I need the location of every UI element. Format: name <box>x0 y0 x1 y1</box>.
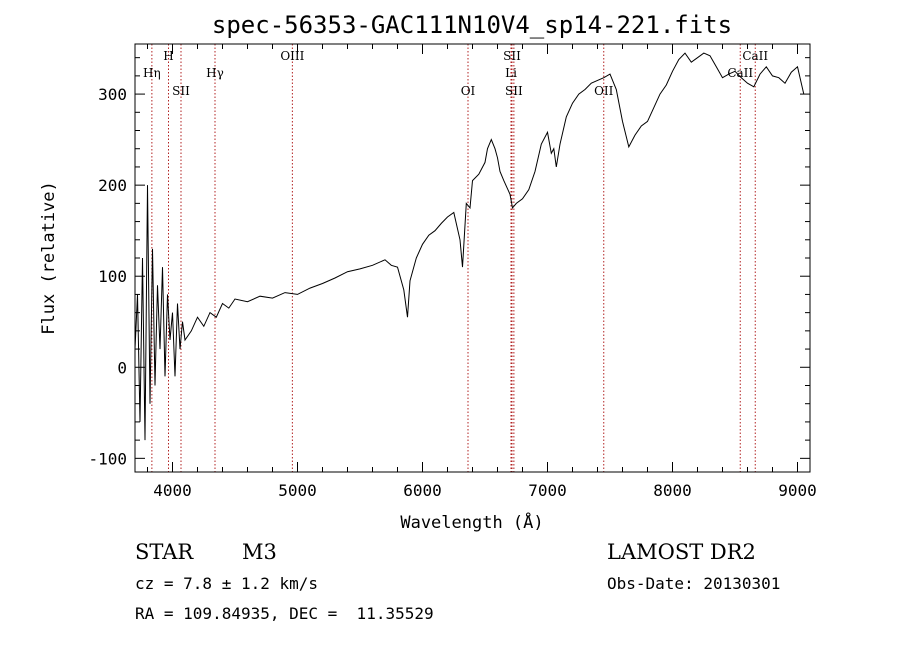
line-label: OI <box>461 84 476 98</box>
x-tick-label: 6000 <box>403 481 442 500</box>
x-tick-label: 9000 <box>778 481 817 500</box>
line-label: SII <box>505 84 523 98</box>
y-tick-label: 100 <box>98 267 127 286</box>
spectrum-series-line <box>134 52 805 441</box>
y-tick-label: 0 <box>117 358 127 377</box>
line-label: H <box>163 49 173 63</box>
spectral-line-labels: HηH SII Hγ OIII OI SII Li SII OII CaII CaII <box>143 49 768 98</box>
y-tick-label: 300 <box>98 85 127 104</box>
x-axis-ticks: 4000 5000 6000 7000 8000 9000 <box>147 44 817 500</box>
coordinates: RA = 109.84935, DEC = 11.35529 <box>135 604 434 623</box>
y-axis-ticks: -100 0 100 200 300 <box>88 57 810 468</box>
x-tick-label: 8000 <box>653 481 692 500</box>
plot-frame <box>134 43 811 473</box>
y-axis-label: Flux (relative) <box>39 181 59 335</box>
x-tick-label: 4000 <box>153 481 192 500</box>
y-tick-label: 200 <box>98 176 127 195</box>
survey-name: LAMOST DR2 <box>607 540 756 564</box>
y-tick-label: -100 <box>88 449 127 468</box>
line-label: Hγ <box>206 66 224 80</box>
obs-date: Obs-Date: 20130301 <box>607 574 781 593</box>
line-label: Li <box>505 66 517 80</box>
object-class: STAR <box>135 540 194 564</box>
x-axis-label: Wavelength (Å) <box>400 511 543 533</box>
redshift-text: cz = 7.8 ± 1.2 km/s <box>135 574 319 593</box>
x-tick-label: 5000 <box>278 481 317 500</box>
x-tick-label: 7000 <box>528 481 567 500</box>
line-label: CaII <box>742 49 768 63</box>
line-label: Hη <box>143 66 161 80</box>
object-subclass: M3 <box>242 540 277 564</box>
line-label: SII <box>172 84 190 98</box>
line-label: OIII <box>280 49 304 63</box>
line-label: CaII <box>727 66 753 80</box>
chart-title: spec-56353-GAC111N10V4_sp14-221.fits <box>212 11 732 39</box>
spectral-line-markers <box>151 44 756 472</box>
line-label: SII <box>503 49 521 63</box>
line-label: OII <box>594 84 614 98</box>
